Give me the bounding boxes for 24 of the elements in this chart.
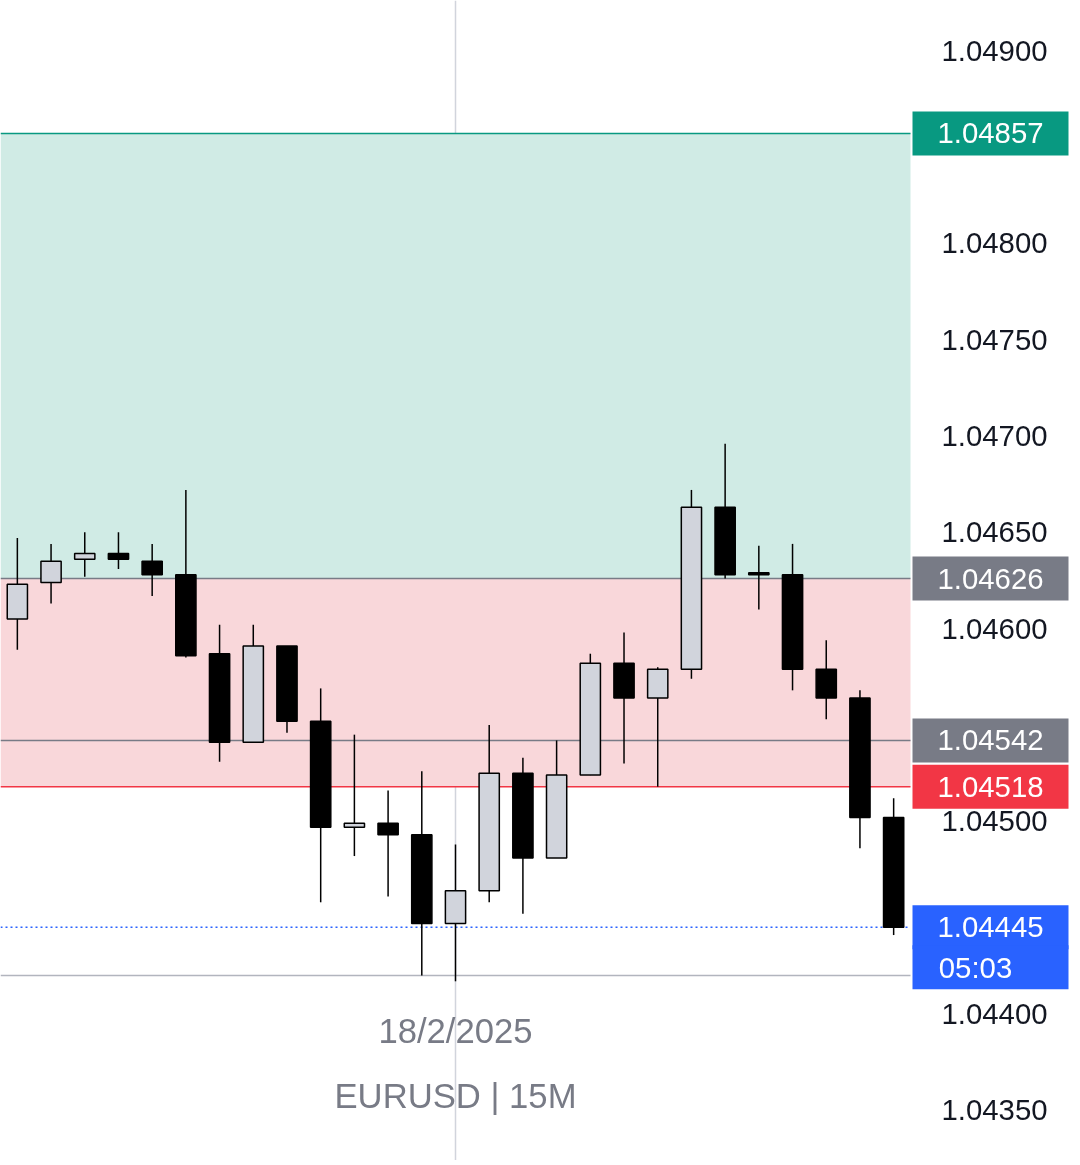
ref-line-label: 1.04445 [937,910,1044,944]
text: 05:03 [938,950,1013,984]
candlestick [343,733,366,857]
annotation: 18/2/2025 [378,1011,533,1050]
y-tick-label: 1.04600 [941,611,1048,645]
y-tick-label: 1.04500 [941,804,1048,838]
candlestick [40,543,62,605]
candlestick [107,531,130,570]
y-tick-label: 1.04350 [941,1093,1048,1127]
candlestick [73,531,96,578]
y-tick-label: 1.04700 [941,418,1048,452]
y-tick-label: 1.04750 [941,322,1048,356]
y-tick-label: 1.04650 [941,515,1048,549]
y-tick-label: 1.04400 [941,997,1048,1031]
ref-line-label: 1.04626 [937,561,1044,595]
ref-line-label: 1.04518 [937,769,1044,803]
candlestick [747,545,770,611]
ref-line-label: 1.04857 [937,116,1044,150]
ref-line-label: 1.04542 [937,723,1044,757]
annotation: EURUSD | 15M [334,1076,577,1115]
y-tick-label: 1.04800 [941,226,1048,260]
y-tick-label: 1.04900 [941,33,1048,67]
candlestick [141,543,164,597]
candlestick [377,789,399,898]
